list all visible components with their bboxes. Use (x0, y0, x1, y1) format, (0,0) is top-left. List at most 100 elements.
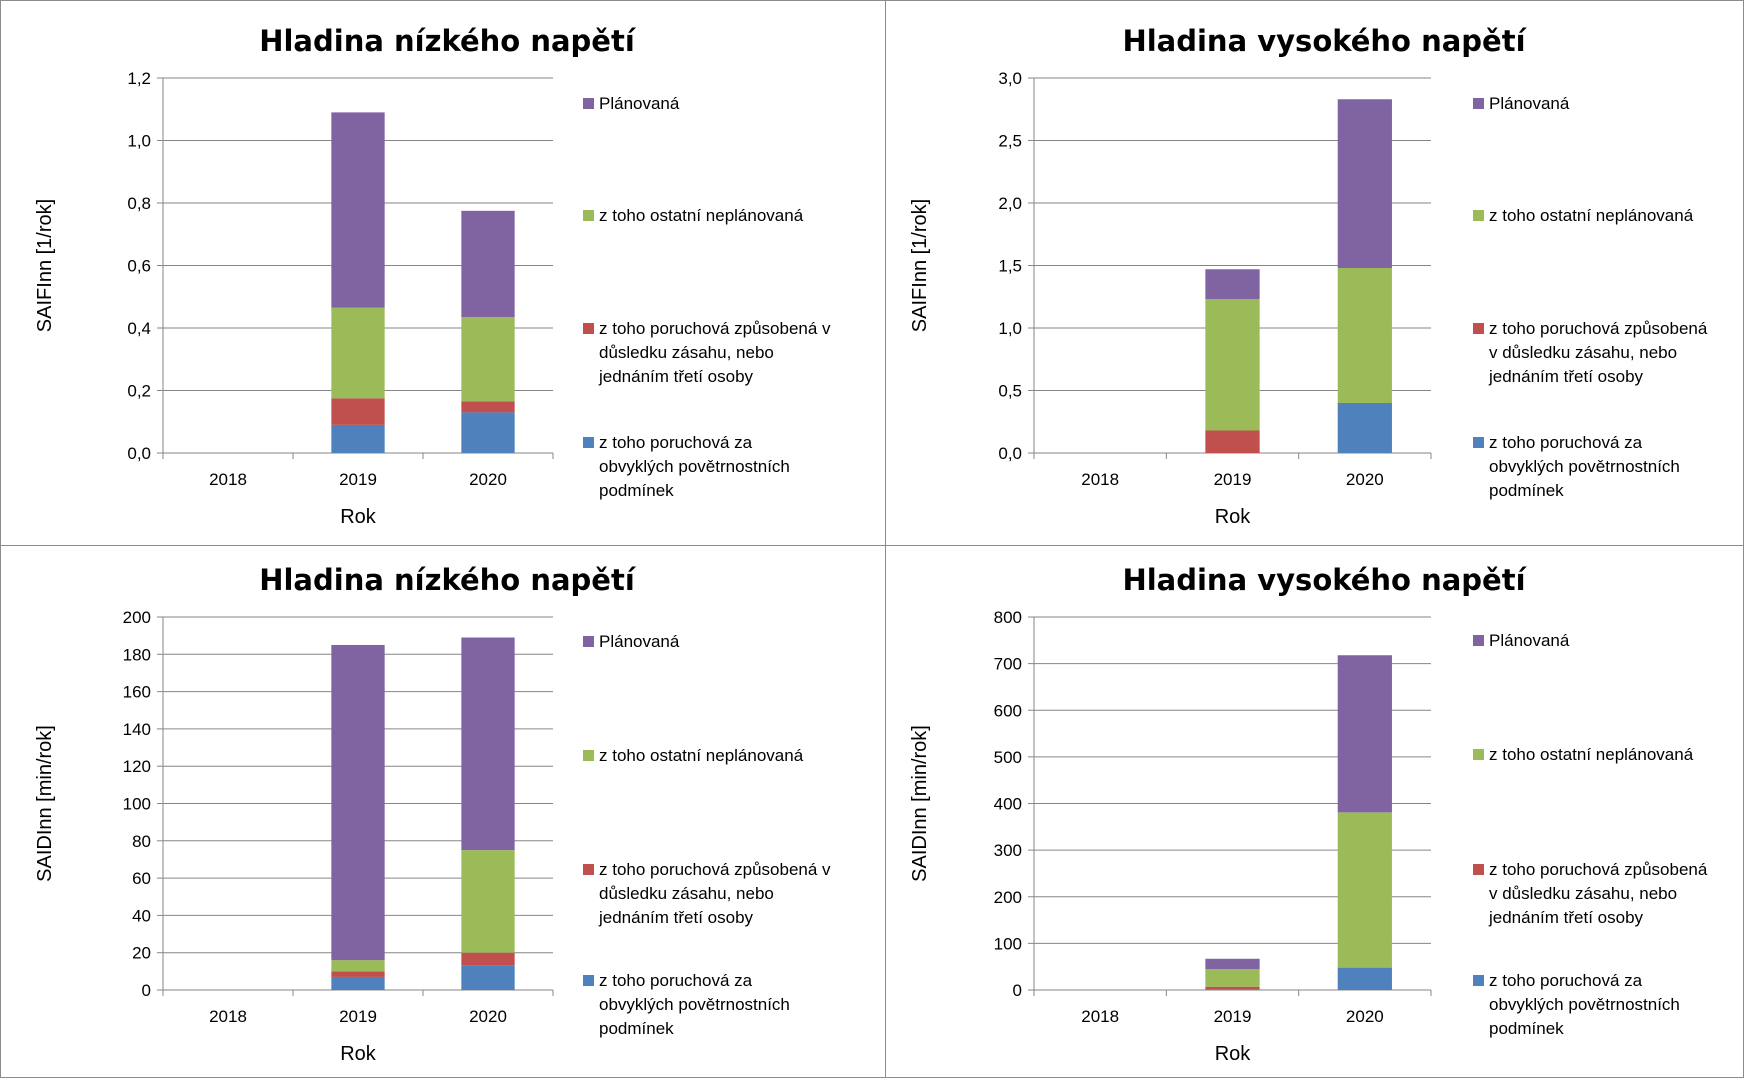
legend-other-unplanned-label: z toho ostatní neplánovaná (1489, 206, 1694, 225)
legend-third-party-label: z toho poruchová způsobená v důsledku zás… (1488, 319, 1708, 386)
legend-other-unplanned-swatch (1473, 210, 1484, 221)
y-tick-label: 120 (123, 757, 151, 776)
y-axis-label: SAIDInn [min/rok] (34, 725, 56, 882)
y-tick-label: 0,0 (998, 444, 1022, 463)
chart-svg: Hladina nízkého napětí 0,0 0,2 0,4 0,6 0,8 1,0… (34, 24, 831, 528)
y-tick-label: 0,5 (998, 382, 1022, 401)
bar-segment-planned-2019 (331, 644, 385, 961)
x-tick-label: 2018 (209, 470, 247, 489)
chart-panel-saifi-high-voltage: Hladina vysokého napětí 0,0 0,5 1,0 1,5 2,0 2,… (885, 0, 1744, 546)
y-tick-label: 100 (123, 795, 151, 814)
x-tick-label: 2020 (469, 1007, 507, 1026)
bar-segment-weather-2019 (331, 424, 385, 453)
bar-segment-other-unplanned-2019 (331, 307, 385, 399)
legend-other-unplanned-swatch (1473, 749, 1484, 760)
legend-planned-swatch (583, 636, 594, 647)
legend-weather-label: z toho poruchová za obvyklých povětrnostn… (599, 971, 790, 1038)
bar-segment-other-unplanned-2020 (461, 850, 515, 953)
bar-segment-planned-2020 (1337, 655, 1392, 813)
bar-segment-other-unplanned-2019 (1205, 299, 1260, 431)
y-tick-label: 1,0 (127, 132, 151, 151)
bar-segment-third-party-2019 (331, 398, 385, 425)
bar-segment-planned-2019 (331, 112, 385, 308)
x-tick-label: 2019 (339, 470, 377, 489)
legend-planned-label: Plánovaná (1489, 94, 1570, 113)
y-tick-label: 20 (132, 944, 151, 963)
y-tick-label: 80 (132, 832, 151, 851)
y-tick-label: 400 (994, 795, 1022, 814)
legend-third-party-swatch (1473, 323, 1484, 334)
chart-svg: Hladina nízkého napětí 0 20 40 60 80 100 120 140… (34, 563, 831, 1065)
legend-planned-label: Plánovaná (1489, 631, 1570, 650)
legend-weather-swatch (1473, 975, 1484, 986)
chart-panel-saifi-low-voltage: Hladina nízkého napětí 0,0 0,2 0,4 0,6 0,8 1,0… (0, 0, 886, 546)
bar-segment-third-party-2020 (461, 952, 515, 966)
legend-weather-swatch (1473, 437, 1484, 448)
y-tick-label: 800 (994, 608, 1022, 627)
legend-third-party-label: z toho poruchová způsobená v důsledku zás… (598, 860, 831, 927)
x-tick-label: 2020 (1346, 470, 1384, 489)
bar-segment-third-party-2019 (1205, 986, 1260, 990)
legend-planned-label: Plánovaná (599, 94, 680, 113)
y-tick-label: 160 (123, 683, 151, 702)
bar-segment-other-unplanned-2019 (1205, 969, 1260, 987)
bar-segment-planned-2020 (1337, 99, 1392, 268)
chart-title: Hladina vysokého napětí (1122, 24, 1527, 58)
x-axis-label: Rok (1215, 1043, 1252, 1065)
bar-segment-weather-2020 (461, 412, 515, 453)
x-tick-label: 2019 (339, 1007, 377, 1026)
legend-third-party-label: z toho poruchová způsobená v důsledku zás… (1488, 860, 1708, 927)
y-tick-label: 200 (123, 608, 151, 627)
bar-segment-other-unplanned-2019 (331, 960, 385, 972)
y-tick-label: 0,0 (127, 444, 151, 463)
legend-third-party-swatch (583, 864, 594, 875)
bar-segment-other-unplanned-2020 (1337, 268, 1392, 403)
y-tick-label: 0,2 (127, 382, 151, 401)
legend-weather-swatch (583, 975, 594, 986)
chart-panel-saidi-high-voltage: Hladina vysokého napětí 0 100 200 300 400 500 6… (885, 545, 1744, 1078)
bar-segment-third-party-2020 (461, 401, 515, 413)
x-axis-label: Rok (340, 1043, 377, 1065)
y-axis-label: SAIFInn [1/rok] (909, 199, 931, 332)
y-tick-label: 1,0 (998, 319, 1022, 338)
legend-third-party-swatch (1473, 864, 1484, 875)
legend-weather-swatch (583, 437, 594, 448)
legend-other-unplanned-swatch (583, 210, 594, 221)
y-tick-label: 1,5 (998, 257, 1022, 276)
x-tick-label: 2018 (209, 1007, 247, 1026)
y-tick-label: 40 (132, 906, 151, 925)
y-axis-label: SAIDInn [min/rok] (909, 725, 931, 882)
y-tick-label: 140 (123, 720, 151, 739)
bar-segment-weather-2020 (1337, 403, 1392, 453)
y-tick-label: 0,4 (127, 319, 151, 338)
y-tick-label: 180 (123, 645, 151, 664)
bar-segment-third-party-2019 (331, 971, 385, 977)
y-tick-label: 0 (142, 981, 151, 1000)
legend-third-party-label: z toho poruchová způsobená v důsledku zás… (598, 319, 831, 386)
bar-segment-weather-2020 (1337, 967, 1392, 990)
bar-segment-weather-2020 (461, 965, 515, 990)
y-tick-label: 2,0 (998, 194, 1022, 213)
legend-weather-label: z toho poruchová za obvyklých povětrnostn… (1489, 433, 1680, 500)
bar-segment-third-party-2019 (1205, 430, 1260, 453)
chart-title: Hladina vysokého napětí (1122, 563, 1527, 597)
y-tick-label: 200 (994, 888, 1022, 907)
y-tick-label: 2,5 (998, 132, 1022, 151)
legend-other-unplanned-label: z toho ostatní neplánovaná (599, 746, 804, 765)
legend-third-party-swatch (583, 323, 594, 334)
y-tick-label: 3,0 (998, 69, 1022, 88)
legend-planned-swatch (1473, 98, 1484, 109)
y-axis-label: SAIFInn [1/rok] (34, 199, 56, 332)
legend-other-unplanned-label: z toho ostatní neplánovaná (1489, 745, 1694, 764)
bar-segment-planned-2020 (461, 637, 515, 851)
x-tick-label: 2019 (1214, 1007, 1252, 1026)
y-tick-label: 0,8 (127, 194, 151, 213)
x-tick-label: 2018 (1081, 1007, 1119, 1026)
legend-other-unplanned-label: z toho ostatní neplánovaná (599, 206, 804, 225)
chart-title: Hladina nízkého napětí (259, 24, 637, 58)
bar-segment-planned-2019 (1205, 958, 1260, 970)
x-tick-label: 2018 (1081, 470, 1119, 489)
bar-segment-weather-2019 (1205, 989, 1260, 990)
bar-segment-other-unplanned-2020 (461, 317, 515, 402)
